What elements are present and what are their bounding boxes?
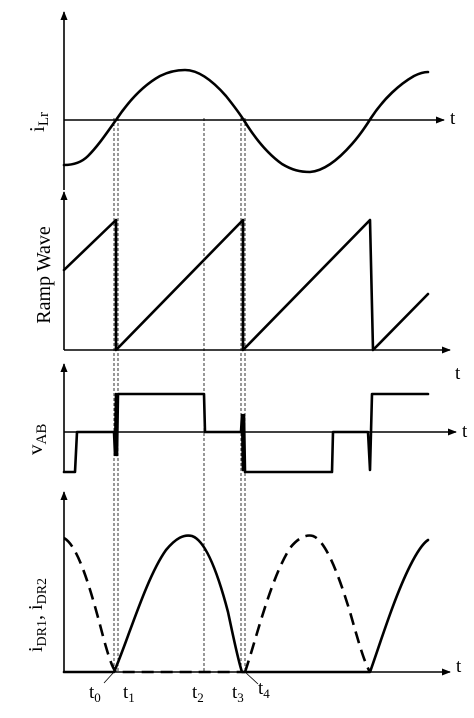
current-y-label: iLr xyxy=(25,112,52,132)
current-y-label-sub: Lr xyxy=(36,112,52,126)
ramp-x-label: t xyxy=(455,363,461,384)
t4-sub: 4 xyxy=(263,686,270,701)
current-y-label-main: i xyxy=(25,126,49,132)
t0-main: t xyxy=(89,682,95,703)
ramp-y-label: Ramp Wave xyxy=(33,226,55,324)
voltage-y-label-sub: AB xyxy=(34,424,50,445)
diode-dr1-dashed-waveform-2 xyxy=(243,534,372,673)
voltage-y-label-main: v xyxy=(23,444,47,455)
time-mark-t2: t2 xyxy=(192,682,204,705)
current-waveform xyxy=(62,68,430,174)
diode-dr2-solid-waveform xyxy=(62,534,430,674)
t0-leader xyxy=(103,671,115,684)
t1-sub: 1 xyxy=(128,690,135,705)
current-panel: iLr t xyxy=(25,11,456,190)
time-mark-t3: t3 xyxy=(232,682,244,705)
time-mark-t0: t0 xyxy=(89,682,101,705)
t1-main: t xyxy=(123,682,129,703)
diode-x-label: t xyxy=(456,656,462,677)
time-mark-labels: t0 t1 t2 t3 t4 xyxy=(89,671,270,705)
diode-y-label-a: i xyxy=(25,646,47,652)
t2-main: t xyxy=(192,682,198,703)
t3-main: t xyxy=(232,682,238,703)
time-mark-t1: t1 xyxy=(123,682,135,705)
t4-leader xyxy=(244,671,259,685)
t0-sub: 0 xyxy=(94,690,101,705)
voltage-panel: vAB t xyxy=(23,363,468,474)
t3-sub: 3 xyxy=(237,690,244,705)
ramp-waveform xyxy=(62,218,430,352)
ramp-panel: Ramp Wave t xyxy=(33,191,461,384)
diode-y-label-a-sub: DR1 xyxy=(35,620,50,646)
voltage-waveform xyxy=(62,392,430,474)
current-x-label: t xyxy=(450,108,456,129)
t4-main: t xyxy=(258,678,264,699)
t2-sub: 2 xyxy=(197,690,204,705)
diode-y-label-b: i xyxy=(25,604,47,610)
diode-panel: iDR1, iDR2 t xyxy=(25,491,462,677)
voltage-y-label: vAB xyxy=(23,424,50,455)
diode-y-label-b-sub: DR2 xyxy=(35,578,50,604)
diode-dr1-dashed-waveform xyxy=(63,536,245,674)
diode-y-label-sep: , xyxy=(25,610,47,620)
diode-y-label: iDR1, iDR2 xyxy=(25,578,50,652)
voltage-x-label: t xyxy=(462,421,468,442)
time-mark-t4: t4 xyxy=(258,678,270,701)
